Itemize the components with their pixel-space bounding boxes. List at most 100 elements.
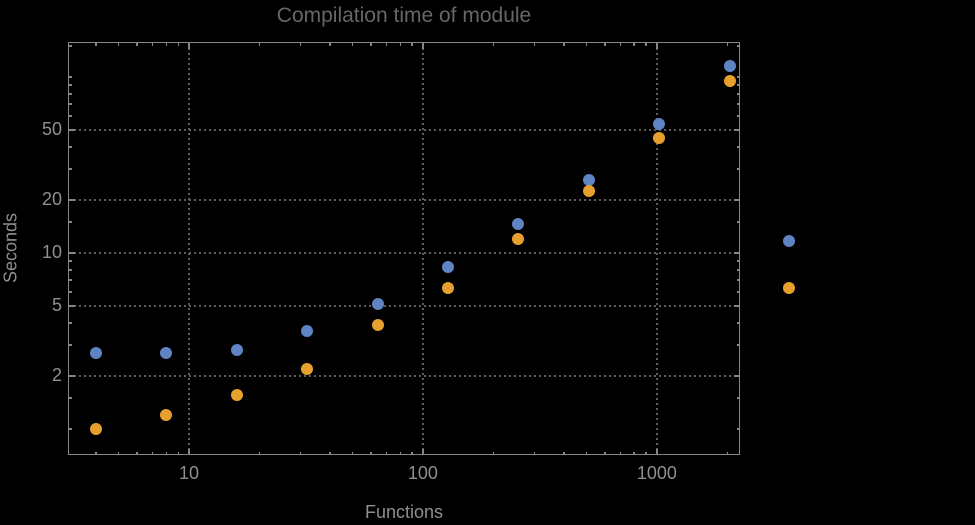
- y-tick-label: 50: [41, 118, 62, 139]
- y-tick: [733, 252, 740, 254]
- y-tick: [69, 375, 75, 377]
- y-tick: [733, 129, 740, 131]
- x-tick: [645, 451, 647, 455]
- x-tick: [151, 43, 154, 46]
- y-tick: [69, 93, 72, 95]
- y-tick: [69, 103, 72, 105]
- y-tick: [733, 199, 740, 201]
- y-tick: [736, 115, 740, 117]
- chart-title: Compilation time of module: [276, 4, 532, 27]
- x-tick: [151, 451, 154, 455]
- x-tick: [726, 43, 729, 46]
- data-point: [723, 60, 736, 73]
- y-tick: [69, 221, 72, 223]
- data-point: [301, 362, 314, 375]
- y-tick: [69, 322, 72, 324]
- y-tick: [69, 269, 72, 271]
- x-tick: [188, 448, 190, 455]
- data-point: [653, 118, 666, 131]
- x-tick: [370, 451, 372, 455]
- x-tick: [411, 43, 413, 46]
- data-point: [582, 184, 595, 197]
- y-tick: [733, 305, 740, 307]
- y-tick: [736, 279, 740, 281]
- x-axis-label: Functions: [364, 502, 444, 522]
- x-tick: [492, 451, 495, 455]
- x-tick: [619, 43, 622, 46]
- y-tick: [69, 199, 75, 201]
- data-point: [301, 324, 314, 337]
- y-gridline: [69, 198, 739, 201]
- x-gridline: [655, 43, 658, 454]
- y-tick: [69, 146, 72, 148]
- y-tick-label: 20: [41, 188, 62, 209]
- x-tick: [422, 43, 424, 49]
- y-tick: [69, 260, 72, 262]
- y-tick: [733, 375, 740, 377]
- x-tick: [95, 43, 97, 46]
- y-tick: [69, 344, 72, 346]
- x-tick: [645, 43, 647, 46]
- x-tick: [492, 43, 495, 46]
- y-tick: [736, 344, 740, 346]
- y-tick: [736, 76, 740, 78]
- x-tick: [136, 43, 138, 46]
- x-tick: [188, 43, 190, 49]
- x-tick: [351, 43, 354, 46]
- y-tick: [69, 397, 72, 399]
- data-point: [723, 74, 736, 87]
- data-point: [442, 282, 455, 295]
- x-tick: [95, 451, 97, 455]
- data-point: [371, 318, 384, 331]
- x-tick: [563, 451, 565, 455]
- y-tick: [736, 45, 740, 47]
- data-point: [89, 346, 102, 359]
- y-tick: [69, 84, 72, 86]
- x-tick: [136, 451, 138, 455]
- y-tick: [69, 129, 75, 131]
- x-tick-label: 100: [407, 463, 438, 483]
- x-tick-label: 1000: [636, 463, 677, 483]
- data-point: [371, 298, 384, 311]
- x-tick: [258, 43, 261, 46]
- y-tick: [736, 221, 740, 223]
- y-gridline: [69, 374, 739, 377]
- data-point: [512, 232, 525, 245]
- y-tick: [736, 84, 740, 86]
- y-tick: [736, 260, 740, 262]
- y-tick: [736, 428, 740, 430]
- y-tick: [69, 115, 72, 117]
- y-axis-label: Seconds: [0, 212, 21, 284]
- x-tick: [177, 43, 180, 46]
- x-tick: [165, 451, 168, 455]
- data-point: [582, 173, 595, 186]
- data-point: [160, 346, 173, 359]
- x-tick: [399, 43, 402, 46]
- x-tick: [385, 451, 388, 455]
- y-tick: [69, 305, 75, 307]
- x-tick: [351, 451, 354, 455]
- data-point: [230, 389, 243, 402]
- x-tick: [604, 451, 606, 455]
- x-tick: [633, 43, 635, 46]
- x-tick: [656, 448, 658, 455]
- x-tick: [604, 43, 606, 46]
- x-tick: [299, 43, 302, 46]
- x-tick: [177, 451, 180, 455]
- x-tick: [399, 451, 402, 455]
- data-point: [230, 344, 243, 357]
- x-tick: [258, 451, 261, 455]
- y-tick: [69, 168, 72, 170]
- x-tick: [633, 451, 635, 455]
- x-tick: [411, 451, 413, 455]
- y-tick: [736, 291, 740, 293]
- data-point: [653, 131, 666, 144]
- x-tick: [370, 43, 372, 46]
- x-tick: [726, 451, 729, 455]
- x-tick-label: 10: [178, 463, 199, 483]
- y-tick: [736, 146, 740, 148]
- data-point: [160, 408, 173, 421]
- y-tick: [736, 103, 740, 105]
- y-tick-label: 10: [41, 241, 62, 262]
